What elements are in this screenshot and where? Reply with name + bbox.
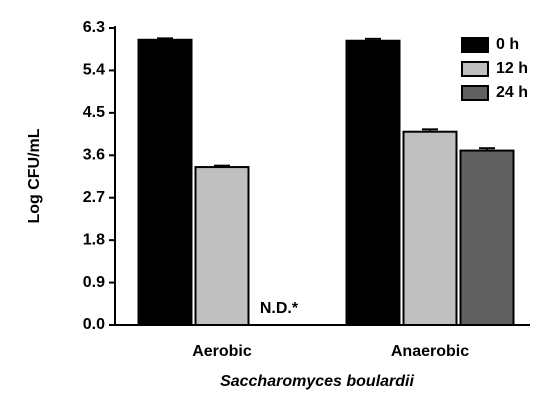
y-tick-label: 5.4 bbox=[83, 62, 105, 79]
y-tick-label: 0.9 bbox=[83, 274, 105, 291]
y-tick-label: 2.7 bbox=[83, 189, 105, 206]
legend-swatch bbox=[461, 85, 489, 101]
bar bbox=[137, 38, 193, 327]
y-tick-label: 4.5 bbox=[83, 104, 105, 121]
x-tick-label: Anaerobic bbox=[391, 343, 469, 360]
legend-label: 12 h bbox=[496, 60, 528, 77]
bar bbox=[345, 39, 401, 326]
bar bbox=[459, 149, 515, 326]
y-tick-label: 3.6 bbox=[83, 147, 105, 164]
x-tick-label: Aerobic bbox=[192, 343, 252, 360]
annotation: N.D.* bbox=[260, 300, 299, 317]
legend-label: 24 h bbox=[496, 84, 528, 101]
bar bbox=[194, 166, 250, 326]
legend-swatch bbox=[461, 61, 489, 77]
y-tick-label: 6.3 bbox=[83, 19, 105, 36]
x-axis-title: Saccharomyces boulardii bbox=[220, 373, 414, 390]
y-tick-label: 0.0 bbox=[83, 316, 105, 333]
y-tick-label: 1.8 bbox=[83, 231, 105, 248]
bar bbox=[402, 130, 458, 326]
legend-swatch bbox=[461, 37, 489, 53]
legend-label: 0 h bbox=[496, 36, 519, 53]
y-axis-title: Log CFU/mL bbox=[26, 128, 43, 223]
